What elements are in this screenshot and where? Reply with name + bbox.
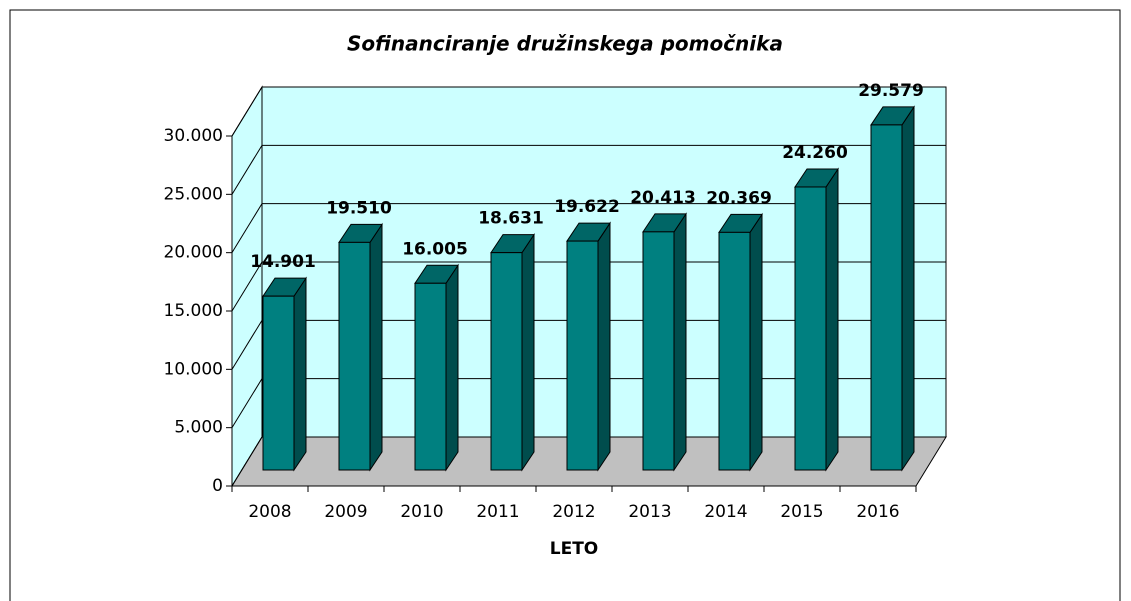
bar — [414, 282, 447, 471]
grid-line — [231, 319, 946, 370]
bar — [718, 231, 751, 471]
y-tick-label: 10.000 — [164, 359, 223, 379]
x-tick-label: 2011 — [476, 502, 519, 522]
x-tick-label: 2013 — [628, 502, 671, 522]
bar — [642, 231, 675, 471]
bar — [262, 295, 295, 471]
value-label: 19.622 — [554, 197, 620, 217]
y-tick-label: 30.000 — [164, 126, 223, 146]
x-tick-label: 2012 — [552, 502, 595, 522]
grid-line — [231, 144, 946, 195]
x-axis-label: LETO — [550, 539, 599, 559]
grid-line — [231, 86, 946, 137]
value-label: 20.413 — [630, 188, 696, 208]
bar — [338, 241, 371, 471]
y-tick-label: 0 — [212, 476, 223, 496]
x-tick-label: 2016 — [856, 502, 899, 522]
bar-side — [369, 222, 383, 472]
x-tick-label: 2015 — [780, 502, 823, 522]
value-label: 24.260 — [782, 143, 848, 163]
x-tick-label: 2009 — [324, 502, 367, 522]
bar-side — [521, 232, 535, 472]
grid-line — [231, 261, 946, 312]
x-tick-label: 2010 — [400, 502, 443, 522]
value-label: 29.579 — [858, 81, 924, 101]
value-label: 14.901 — [250, 252, 316, 272]
bar — [870, 124, 903, 471]
value-label: 20.369 — [706, 188, 772, 208]
y-tick-label: 15.000 — [164, 301, 223, 321]
value-label: 18.631 — [478, 209, 544, 229]
bar-side — [673, 212, 687, 472]
bar-side — [597, 221, 611, 472]
y-tick-label: 5.000 — [174, 418, 223, 438]
bar — [490, 252, 523, 471]
grid-line — [231, 436, 946, 487]
y-tick-label: 20.000 — [164, 243, 223, 263]
chart-title: Sofinanciranje družinskega pomočnika — [347, 32, 783, 56]
bar — [566, 240, 599, 471]
x-tick-label: 2014 — [704, 502, 747, 522]
bar — [794, 186, 827, 471]
bar-side — [445, 263, 459, 472]
x-tick-label: 2008 — [248, 502, 291, 522]
bar-side — [825, 167, 839, 472]
bar-side — [293, 276, 307, 472]
grid-line — [231, 378, 946, 428]
y-tick-label: 25.000 — [164, 184, 223, 204]
value-label: 19.510 — [326, 198, 392, 218]
grid-line — [231, 203, 946, 253]
bar-side — [749, 212, 763, 472]
bar-side — [901, 105, 915, 472]
value-label: 16.005 — [402, 239, 468, 259]
